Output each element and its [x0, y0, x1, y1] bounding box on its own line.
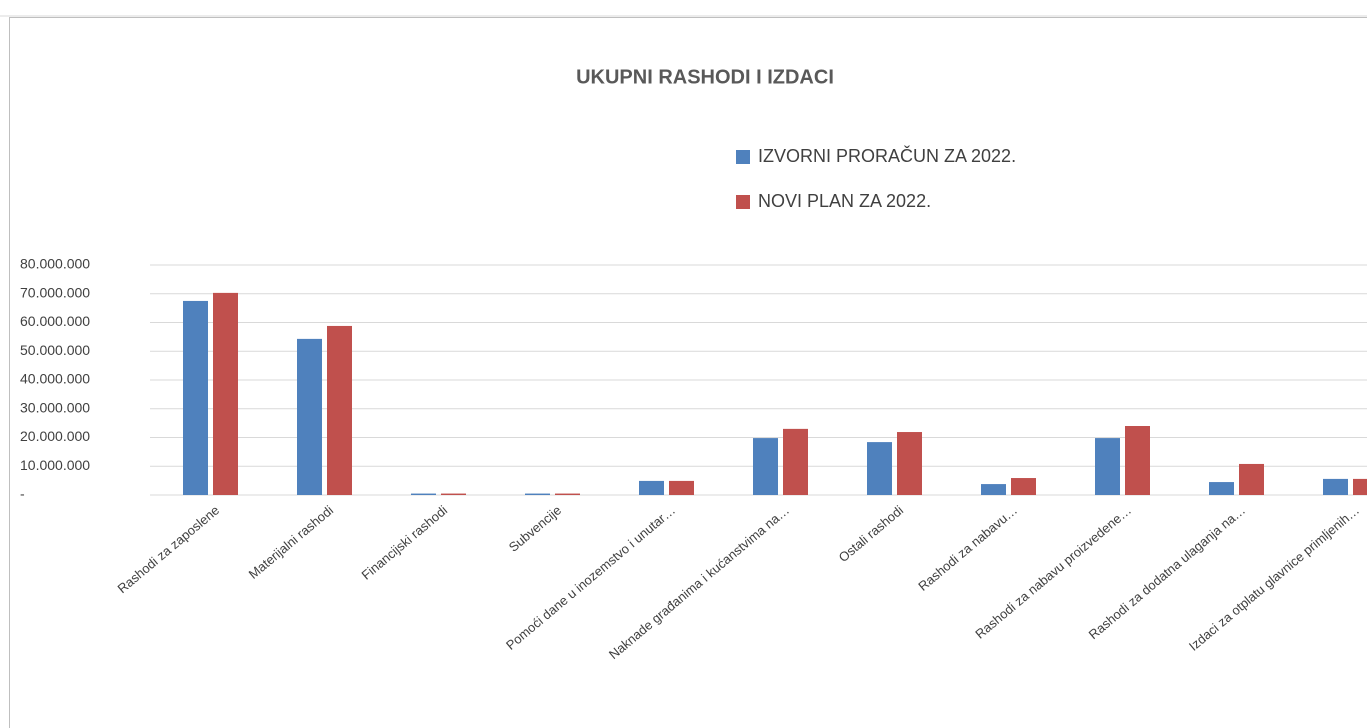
bar — [1209, 482, 1234, 495]
bar — [867, 442, 892, 495]
y-tick-label: - — [20, 486, 25, 502]
y-tick-label: 30.000.000 — [20, 399, 90, 415]
legend-swatch — [736, 195, 750, 209]
bar — [981, 484, 1006, 495]
bar — [1095, 438, 1120, 495]
y-tick-label: 60.000.000 — [20, 313, 90, 329]
bar — [327, 325, 352, 495]
bar — [411, 493, 436, 495]
bar — [1011, 478, 1036, 495]
legend-label: NOVI PLAN ZA 2022. — [758, 191, 931, 211]
bar — [183, 300, 208, 495]
bar — [1353, 478, 1367, 495]
y-tick-label: 50.000.000 — [20, 342, 90, 358]
y-tick-label: 40.000.000 — [20, 371, 90, 387]
bar — [213, 292, 238, 495]
bar — [297, 338, 322, 495]
bar — [753, 438, 778, 495]
y-tick-label: 20.000.000 — [20, 428, 90, 444]
bar — [669, 480, 694, 495]
bar — [525, 493, 550, 495]
y-tick-label: 10.000.000 — [20, 457, 90, 473]
bar — [1323, 478, 1348, 495]
bar — [897, 432, 922, 495]
bar — [1239, 463, 1264, 495]
y-tick-label: 80.000.000 — [20, 256, 90, 272]
bar — [555, 493, 580, 495]
legend-swatch — [736, 150, 750, 164]
bar — [639, 480, 664, 495]
bar — [441, 493, 466, 495]
bar — [1125, 426, 1150, 495]
bar — [783, 428, 808, 495]
chart-title: UKUPNI RASHODI I IZDACI — [576, 66, 834, 88]
legend-label: IZVORNI PRORAČUN ZA 2022. — [758, 145, 1016, 166]
y-tick-label: 70.000.000 — [20, 284, 90, 300]
